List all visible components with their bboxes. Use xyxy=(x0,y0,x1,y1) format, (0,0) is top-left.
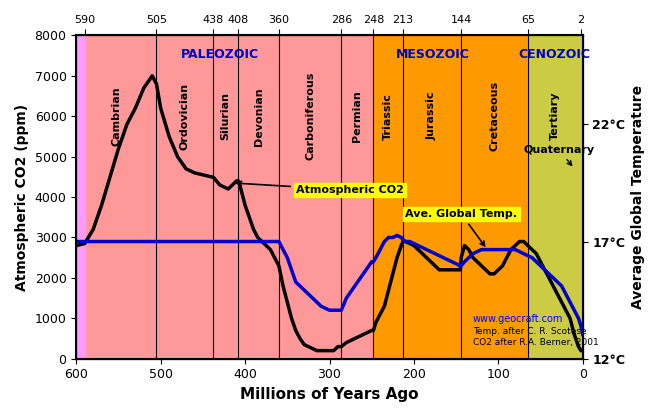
Y-axis label: Average Global Temperature: Average Global Temperature xyxy=(631,85,645,309)
Text: www.geocraft.com: www.geocraft.com xyxy=(473,314,564,324)
Text: Permian: Permian xyxy=(352,90,362,142)
Y-axis label: Atmospheric CO2 (ppm): Atmospheric CO2 (ppm) xyxy=(15,103,29,291)
Text: Cambrian: Cambrian xyxy=(112,86,121,146)
Text: CO2 after R.A. Berner, 2001: CO2 after R.A. Berner, 2001 xyxy=(473,338,599,347)
Text: PALEOZOIC: PALEOZOIC xyxy=(181,48,259,60)
Text: MESOZOIC: MESOZOIC xyxy=(395,48,469,60)
Bar xyxy=(77,35,156,359)
X-axis label: Millions of Years Ago: Millions of Years Ago xyxy=(240,387,418,402)
Bar xyxy=(238,35,279,359)
Text: Cretaceous: Cretaceous xyxy=(490,81,500,151)
Bar xyxy=(461,35,528,359)
Text: Carboniferous: Carboniferous xyxy=(305,72,315,161)
Text: Tertiary: Tertiary xyxy=(549,92,560,141)
Text: Ordovician: Ordovician xyxy=(180,83,189,150)
Text: Temp. after C. R. Scotese: Temp. after C. R. Scotese xyxy=(473,327,587,337)
Bar xyxy=(374,35,403,359)
Text: Atmospheric CO2: Atmospheric CO2 xyxy=(237,181,404,195)
Bar xyxy=(528,35,581,359)
Text: Jurassic: Jurassic xyxy=(427,92,437,141)
Text: CENOZOIC: CENOZOIC xyxy=(519,48,591,60)
Bar xyxy=(156,35,213,359)
Bar xyxy=(213,35,238,359)
Bar xyxy=(279,35,341,359)
Text: Triassic: Triassic xyxy=(383,93,393,140)
Text: Devonian: Devonian xyxy=(253,87,263,146)
Text: Silurian: Silurian xyxy=(220,92,231,140)
Bar xyxy=(403,35,461,359)
Bar xyxy=(77,35,84,359)
Text: Ave. Global Temp.: Ave. Global Temp. xyxy=(405,209,517,246)
Bar xyxy=(341,35,374,359)
Text: Quaternary: Quaternary xyxy=(523,145,595,166)
